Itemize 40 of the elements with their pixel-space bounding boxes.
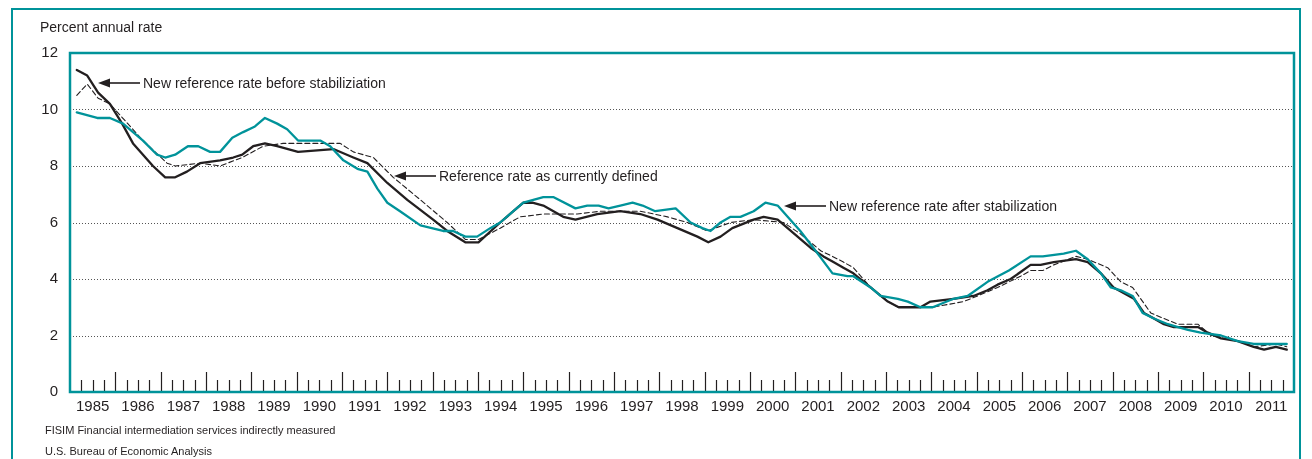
y-tick-label: 2	[49, 325, 58, 343]
x-tick-label: 2007	[1073, 397, 1107, 415]
y-tick-label: 0	[49, 382, 58, 400]
x-tick-label: 2005	[982, 397, 1017, 415]
annotation: New reference rate after stabilization	[829, 198, 1057, 214]
x-tick-label: 1996	[574, 397, 609, 415]
x-tick-label: 1987	[166, 397, 201, 415]
y-axis-title: Percent annual rate	[40, 19, 163, 35]
text: U.S. Bureau of Economic Analysis	[45, 444, 213, 459]
x-tick-label: 2002	[846, 397, 881, 415]
x-tick-label: 1999	[710, 397, 745, 415]
y-tick-label: 12	[41, 43, 58, 61]
x-tick-label: 1991	[347, 397, 382, 415]
x-tick-label: 1989	[257, 397, 291, 415]
x-tick-label: 2003	[891, 397, 926, 415]
x-tick-label: 2000	[755, 397, 790, 415]
x-tick-label: 2004	[937, 397, 971, 415]
y-tick-label: 10	[41, 99, 58, 117]
x-tick-label: 1988	[211, 397, 246, 415]
x-tick-label: 1998	[665, 397, 699, 415]
x-tick-label: 1993	[438, 397, 473, 415]
annotation: Reference rate as currently defined	[439, 168, 658, 184]
y-tick-label: 8	[49, 156, 58, 174]
annotation: New reference rate before stabiliziation	[143, 75, 386, 91]
x-tick-label: 2011	[1255, 397, 1288, 415]
x-tick-label: 2006	[1027, 397, 1062, 415]
x-tick-label: 2008	[1118, 397, 1153, 415]
x-tick-label: 1990	[302, 397, 337, 415]
x-tick-label: 2010	[1209, 397, 1243, 415]
y-tick-label: 6	[49, 212, 58, 230]
x-tick-label: 1994	[483, 397, 518, 415]
text: FISIM Financial intermediation services indirectly measured	[45, 423, 336, 438]
x-tick-label: 1985	[75, 397, 110, 415]
x-tick-label: 2009	[1163, 397, 1198, 415]
y-tick-label: 4	[49, 269, 58, 287]
x-tick-label: 2001	[801, 397, 835, 415]
x-tick-label: 1986	[121, 397, 155, 415]
x-tick-label: 1997	[619, 397, 654, 415]
x-tick-label: 1992	[393, 397, 427, 415]
x-tick-label: 1995	[529, 397, 563, 415]
